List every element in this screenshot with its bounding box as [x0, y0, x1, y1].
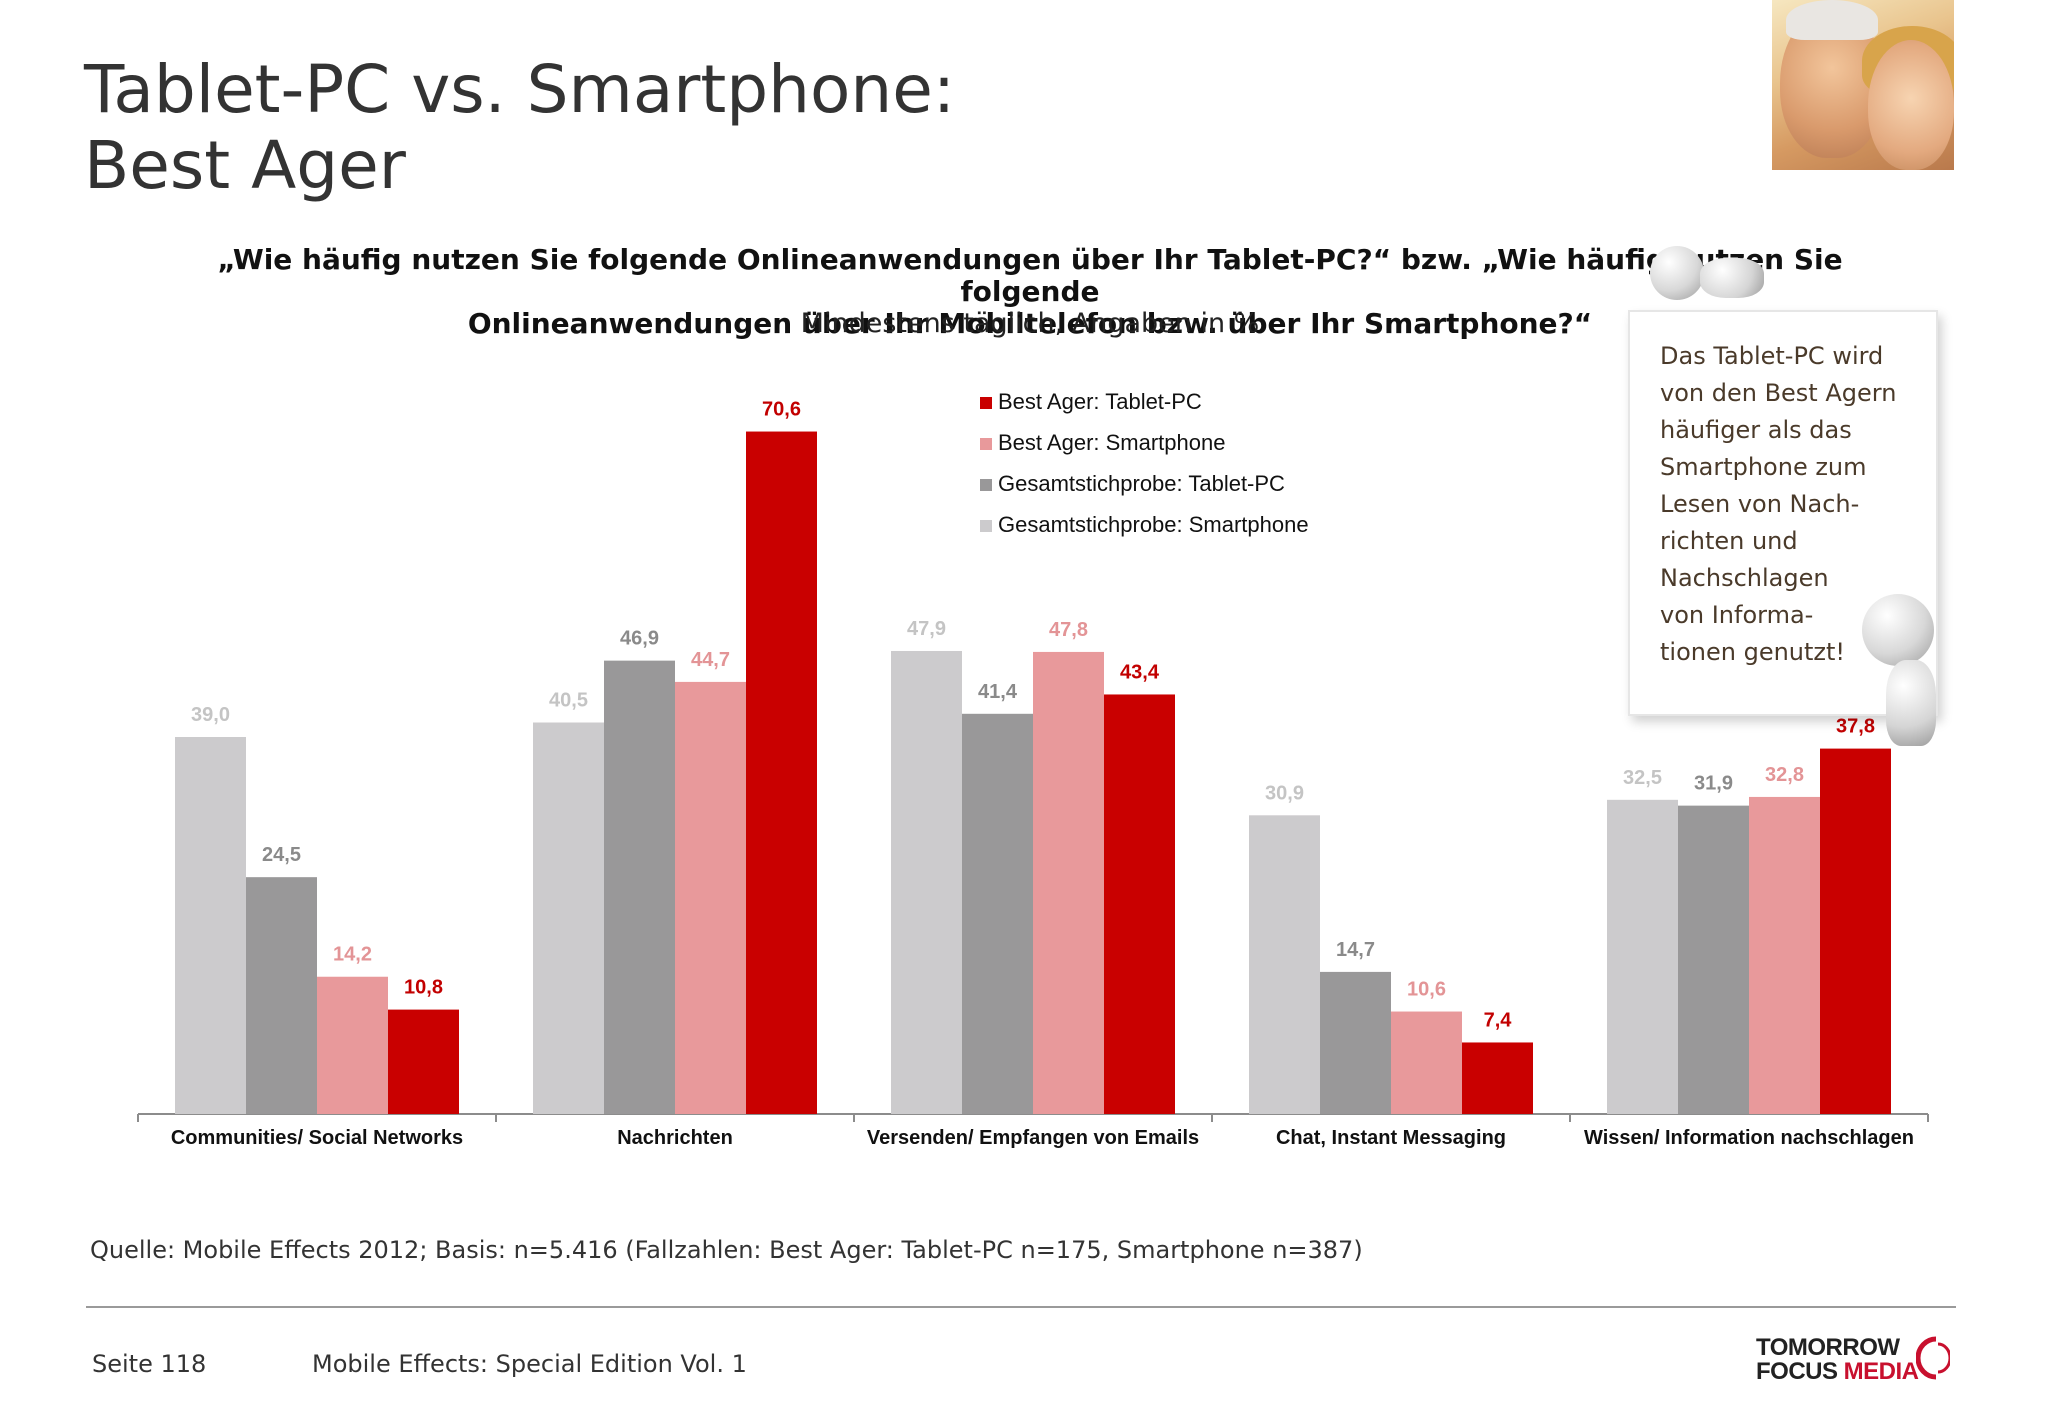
photo-face-woman	[1868, 40, 1954, 170]
figure-head-bottom-icon	[1862, 594, 1934, 666]
figure-head-top-icon	[1650, 246, 1704, 300]
legend-label: Gesamtstichprobe: Smartphone	[998, 512, 1309, 537]
source-note: Quelle: Mobile Effects 2012; Basis: n=5.…	[90, 1236, 1363, 1264]
bar	[746, 431, 817, 1114]
chart-subtitle: Mindestens täglich, Angaben in %	[800, 308, 1260, 339]
x-tick-label: Communities/ Social Networks	[171, 1127, 463, 1149]
bar	[1033, 651, 1104, 1114]
x-tick-label: Wissen/ Information nachschlagen	[1584, 1127, 1914, 1149]
bar	[1462, 1042, 1533, 1114]
couple-photo	[1772, 0, 1954, 170]
logo-media: MEDIA	[1843, 1358, 1919, 1385]
legend-swatch	[980, 438, 992, 450]
bar-value-label: 10,6	[1407, 979, 1446, 1001]
bar-value-label: 24,5	[262, 844, 301, 866]
bar	[533, 722, 604, 1114]
page-title-line2: Best Ager	[84, 127, 406, 204]
x-tick-label: Nachrichten	[617, 1127, 733, 1149]
bar	[1249, 815, 1320, 1114]
bar-value-label: 43,4	[1120, 661, 1160, 683]
bar-value-label: 31,9	[1694, 773, 1733, 795]
bar	[1391, 1011, 1462, 1114]
bar	[891, 650, 962, 1114]
figure-body-top-icon	[1700, 258, 1764, 298]
bar	[388, 1009, 459, 1114]
legend-label: Best Ager: Smartphone	[998, 430, 1225, 455]
x-tick-label: Chat, Instant Messaging	[1276, 1127, 1506, 1149]
bar-value-label: 10,8	[404, 977, 443, 999]
bar-value-label: 30,9	[1265, 782, 1304, 804]
survey-question-line1: „Wie häufig nutzen Sie folgende Onlinean…	[217, 243, 1843, 308]
tomorrow-focus-media-logo: TOMORROW FOCUS MEDIA	[1756, 1334, 1956, 1386]
bar-value-label: 44,7	[691, 649, 730, 671]
legend-label: Gesamtstichprobe: Tablet-PC	[998, 471, 1285, 496]
bar-value-label: 32,5	[1623, 767, 1662, 789]
bar-value-label: 47,8	[1049, 619, 1088, 641]
figure-body-bottom-icon	[1886, 660, 1936, 746]
photo-hair-man	[1786, 0, 1878, 40]
x-tick-label: Versenden/ Empfangen von Emails	[867, 1127, 1199, 1149]
bar	[1104, 694, 1175, 1114]
legend-swatch	[980, 397, 992, 409]
bar-value-label: 14,2	[333, 944, 372, 966]
logo-mark-icon	[1916, 1336, 1950, 1380]
survey-question-line2: Onlineanwendungen über Ihr Mobiltelefon …	[467, 307, 1593, 340]
bar	[317, 976, 388, 1114]
legend-swatch	[980, 520, 992, 532]
legend-label: Best Ager: Tablet-PC	[998, 389, 1202, 414]
survey-question: „Wie häufig nutzen Sie folgende Onlinean…	[150, 244, 1910, 340]
bar-value-label: 32,8	[1765, 764, 1804, 786]
page-number: Seite 118	[92, 1350, 207, 1378]
bar-chart: 39,0 24,5 14,2 10,8 Communities/ Social Netw…	[137, 389, 1929, 1149]
bar	[1320, 971, 1391, 1114]
footer-divider	[86, 1306, 1956, 1308]
bar-value-label: 41,4	[978, 681, 1018, 703]
bar	[1749, 796, 1820, 1114]
bar-value-label: 47,9	[907, 618, 946, 640]
logo-line1: TOMORROW	[1756, 1334, 1900, 1361]
bar	[175, 737, 246, 1114]
bar-value-label: 40,5	[549, 690, 588, 712]
callout-note-text: Das Tablet-PC wird von den Best Agern hä…	[1660, 342, 1897, 666]
bar	[675, 681, 746, 1114]
bar	[1607, 799, 1678, 1114]
bar	[962, 713, 1033, 1114]
logo-line2: FOCUS MEDIA	[1756, 1358, 1919, 1386]
logo-focus: FOCUS	[1756, 1358, 1844, 1385]
legend-swatch	[980, 479, 992, 491]
bar-value-label: 70,6	[762, 399, 801, 421]
bar-value-label: 7,4	[1484, 1009, 1513, 1031]
edition-label: Mobile Effects: Special Edition Vol. 1	[312, 1350, 747, 1378]
bar-value-label: 37,8	[1836, 716, 1875, 738]
bar	[604, 660, 675, 1114]
bar-value-label: 46,9	[620, 628, 659, 650]
bar	[246, 877, 317, 1114]
page-title-line1: Tablet-PC vs. Smartphone:	[84, 51, 956, 128]
page-title: Tablet-PC vs. Smartphone: Best Ager	[84, 52, 955, 204]
bar-value-label: 14,7	[1336, 939, 1375, 961]
bar	[1678, 805, 1749, 1114]
bar	[1820, 748, 1891, 1114]
bar-value-label: 39,0	[191, 704, 230, 726]
